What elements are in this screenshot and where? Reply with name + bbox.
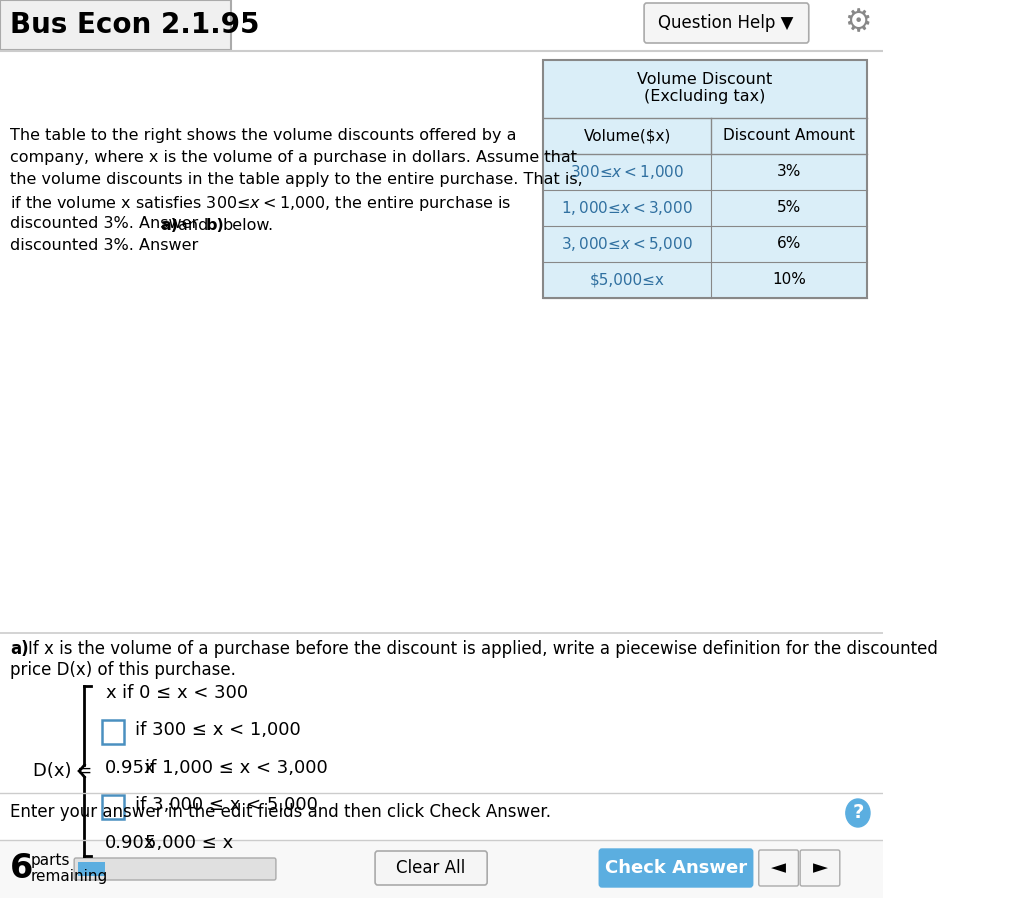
Text: b): b): [205, 218, 224, 233]
Text: the volume discounts in the table apply to the entire purchase. That is,: the volume discounts in the table apply …: [10, 172, 583, 187]
FancyBboxPatch shape: [375, 851, 487, 885]
Text: If x is the volume of a purchase before the discount is applied, write a piecewi: If x is the volume of a purchase before …: [28, 640, 937, 658]
Text: $5,000≤x: $5,000≤x: [590, 272, 665, 287]
Text: ⚙: ⚙: [844, 8, 871, 38]
Text: discounted 3%. Answer: discounted 3%. Answer: [10, 238, 204, 253]
Bar: [0, 840, 883, 898]
FancyBboxPatch shape: [644, 3, 809, 43]
Text: $1,000≤x<$3,000: $1,000≤x<$3,000: [561, 199, 693, 217]
Text: a): a): [10, 640, 29, 658]
Text: if 3,000 ≤ x < 5,000: if 3,000 ≤ x < 5,000: [134, 796, 317, 814]
Text: price D(x) of this purchase.: price D(x) of this purchase.: [10, 661, 237, 679]
Text: Enter your answer in the edit fields and then click Check Answer.: Enter your answer in the edit fields and…: [10, 803, 551, 821]
Text: $3,000≤x<$5,000: $3,000≤x<$5,000: [561, 235, 693, 253]
Text: Bus Econ 2.1.95: Bus Econ 2.1.95: [10, 11, 260, 39]
Text: ?: ?: [852, 804, 863, 823]
Text: if 0 ≤ x < 300: if 0 ≤ x < 300: [123, 684, 249, 702]
FancyBboxPatch shape: [800, 850, 840, 886]
Text: 3%: 3%: [777, 164, 801, 180]
Text: Volume($x): Volume($x): [584, 128, 671, 144]
Circle shape: [846, 799, 870, 827]
Text: The table to the right shows the volume discounts offered by a: The table to the right shows the volume …: [10, 128, 517, 143]
Text: company, where x is the volume of a purchase in dollars. Assume that: company, where x is the volume of a purc…: [10, 150, 578, 165]
FancyBboxPatch shape: [759, 850, 799, 886]
Text: parts: parts: [31, 853, 71, 868]
Bar: [78, 862, 105, 876]
Text: below.: below.: [222, 218, 273, 233]
Text: and: and: [178, 218, 209, 233]
Text: 6%: 6%: [777, 236, 801, 251]
FancyBboxPatch shape: [101, 720, 124, 744]
Text: 0.90x: 0.90x: [105, 834, 156, 852]
Text: if the volume x satisfies $300 ≤ x < $1,000, the entire purchase is: if the volume x satisfies $300 ≤ x < $1,…: [10, 194, 512, 213]
Text: Question Help ▼: Question Help ▼: [658, 14, 794, 32]
Text: ►: ►: [812, 858, 827, 877]
Text: Clear All: Clear All: [396, 859, 466, 877]
Bar: [543, 60, 866, 298]
Text: 0.95x: 0.95x: [105, 759, 156, 777]
Text: Discount Amount: Discount Amount: [723, 128, 855, 144]
Text: Check Answer: Check Answer: [605, 859, 748, 877]
Text: remaining: remaining: [31, 869, 109, 885]
FancyBboxPatch shape: [599, 849, 753, 887]
Text: if 300 ≤ x < 1,000: if 300 ≤ x < 1,000: [134, 721, 300, 739]
Text: x: x: [105, 684, 116, 702]
FancyBboxPatch shape: [101, 795, 124, 819]
Text: discounted 3%. Answer: discounted 3%. Answer: [10, 216, 199, 231]
FancyBboxPatch shape: [74, 858, 275, 880]
Text: a): a): [161, 218, 178, 233]
Text: 10%: 10%: [772, 272, 806, 287]
Text: 5,000 ≤ x: 5,000 ≤ x: [144, 834, 233, 852]
Text: ◄: ◄: [771, 858, 786, 877]
Text: 6: 6: [10, 852, 34, 885]
Text: if 1,000 ≤ x < 3,000: if 1,000 ≤ x < 3,000: [144, 759, 328, 777]
Text: D(x) =: D(x) =: [33, 762, 92, 780]
Text: Volume Discount
(Excluding tax): Volume Discount (Excluding tax): [637, 72, 772, 104]
Text: $300≤x<$1,000: $300≤x<$1,000: [570, 163, 684, 181]
Text: 5%: 5%: [777, 200, 801, 216]
FancyBboxPatch shape: [0, 0, 231, 50]
